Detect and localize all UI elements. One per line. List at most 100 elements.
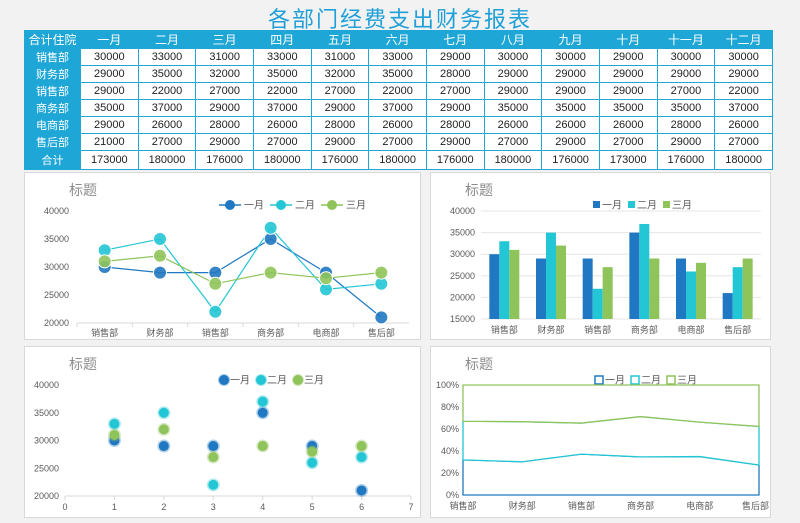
legend-label: 二月 [267,375,287,387]
value-cell: 29000 [541,65,600,83]
legend-label: 三月 [672,200,692,212]
x-tick-label: 销售部 [91,327,118,338]
value-cell: 30000 [541,48,600,66]
x-tick-label: 5 [310,502,315,512]
value-cell: 27000 [483,133,543,151]
x-tick-label: 电商部 [677,324,704,335]
data-point [97,254,112,269]
total-value-cell: 173000 [598,150,658,170]
data-point [208,276,223,291]
bar-chart-panel: 标题 一月 二月 三月 15000 20000 25000 30000 35000 40000 销售… [430,172,771,340]
value-cell: 30000 [714,48,773,66]
data-point [206,478,220,492]
total-value-cell: 180000 [714,150,773,170]
bar [742,258,753,319]
legend-label: 三月 [304,375,324,387]
value-cell: 29000 [598,65,658,83]
value-cell: 33000 [368,48,427,66]
value-cell: 29000 [483,82,543,100]
value-cell: 22000 [714,82,773,100]
scatter-chart-panel: 标题 一月 二月 三月 20000 25000 30000 35000 40000 0 1 2 3 4 5 6… [24,346,421,518]
value-cell: 27000 [310,82,370,100]
bar [556,245,566,319]
y-tick-label: 40000 [34,380,59,390]
value-cell: 35000 [252,65,312,83]
table-row: 财务部 29000 35000 32000 35000 32000 35000 28000 29… [24,65,773,83]
y-tick-label: 35000 [44,234,69,244]
month-header: 二月 [137,30,197,49]
x-tick-label: 电商部 [312,327,339,338]
y-tick-label: 25000 [34,463,59,473]
data-point [107,428,121,442]
data-point [256,406,270,420]
y-tick-label: 25000 [450,271,475,281]
area-chart-panel: 标题 一月 二月 三月 0% 20% 40% 60% 80% 100% 销售部 财务部 销售部 商务部 电商… [430,346,771,518]
total-label-cell: 合计 [24,150,81,170]
table-row: 销售部 30000 33000 31000 33000 31000 33000 29000 30… [24,48,773,66]
month-header: 十一月 [656,30,716,49]
data-point [256,395,270,409]
x-tick-label: 销售部 [491,324,518,335]
value-cell: 28000 [195,116,254,134]
value-cell: 21000 [80,133,139,151]
data-point [355,450,369,464]
value-cell: 26000 [137,116,197,134]
legend-marker [225,200,235,210]
data-point [157,406,171,420]
value-cell: 29000 [656,133,716,151]
dept-cell: 商务部 [24,99,81,117]
value-cell: 27000 [425,82,485,100]
value-cell: 29000 [195,133,254,151]
legend-label: 一月 [244,200,264,212]
chart-title: 标题 [465,183,493,199]
y-tick-label: 40000 [44,206,69,216]
legend-marker [255,374,267,386]
value-cell: 29000 [656,65,716,83]
value-cell: 29000 [80,82,139,100]
x-tick-label: 商务部 [627,500,654,511]
value-cell: 29000 [425,99,485,117]
x-tick-label: 0 [62,502,67,512]
dept-cell: 销售部 [24,48,81,66]
table-row: 销售部 29000 22000 27000 22000 27000 22000 27000 29… [24,82,773,100]
value-cell: 33000 [137,48,197,66]
month-header: 三月 [195,30,254,49]
month-header: 十二月 [714,30,773,49]
value-cell: 37000 [252,99,312,117]
data-point [305,456,319,470]
bar [602,267,613,319]
value-cell: 30000 [80,48,139,66]
table-row: 商务部 35000 37000 29000 37000 29000 37000 29000 35… [24,99,773,117]
x-tick-label: 销售部 [449,500,476,511]
value-cell: 29000 [425,133,485,151]
value-cell: 22000 [137,82,197,100]
value-cell: 27000 [656,82,716,100]
data-point [153,265,167,280]
y-tick-label: 35000 [34,408,59,418]
x-tick-label: 售后部 [724,324,751,335]
table-corner-cell: 合计住院 [24,30,81,49]
data-point [157,439,171,453]
value-cell: 27000 [368,133,427,151]
bar [696,262,706,319]
value-cell: 37000 [137,99,197,117]
total-value-cell: 176000 [195,150,254,170]
value-cell: 27000 [137,133,197,151]
x-tick-label: 售后部 [368,327,395,338]
table-row: 售后部 21000 27000 29000 27000 29000 27000 29000 27… [24,133,773,151]
total-value-cell: 180000 [137,150,197,170]
data-point [206,439,220,453]
value-cell: 27000 [598,133,658,151]
data-point [319,271,333,286]
bar [582,258,593,319]
value-cell: 30000 [656,48,716,66]
x-tick-label: 6 [359,502,364,512]
legend-label: 一月 [605,375,625,387]
data-point [305,445,319,459]
table-total-row: 合计 173000 180000 176000 180000 176000 180000 17… [24,150,773,170]
legend-label: 一月 [602,200,622,212]
legend-label: 二月 [295,200,315,212]
legend-label: 二月 [641,375,661,387]
value-cell: 29000 [425,48,485,66]
